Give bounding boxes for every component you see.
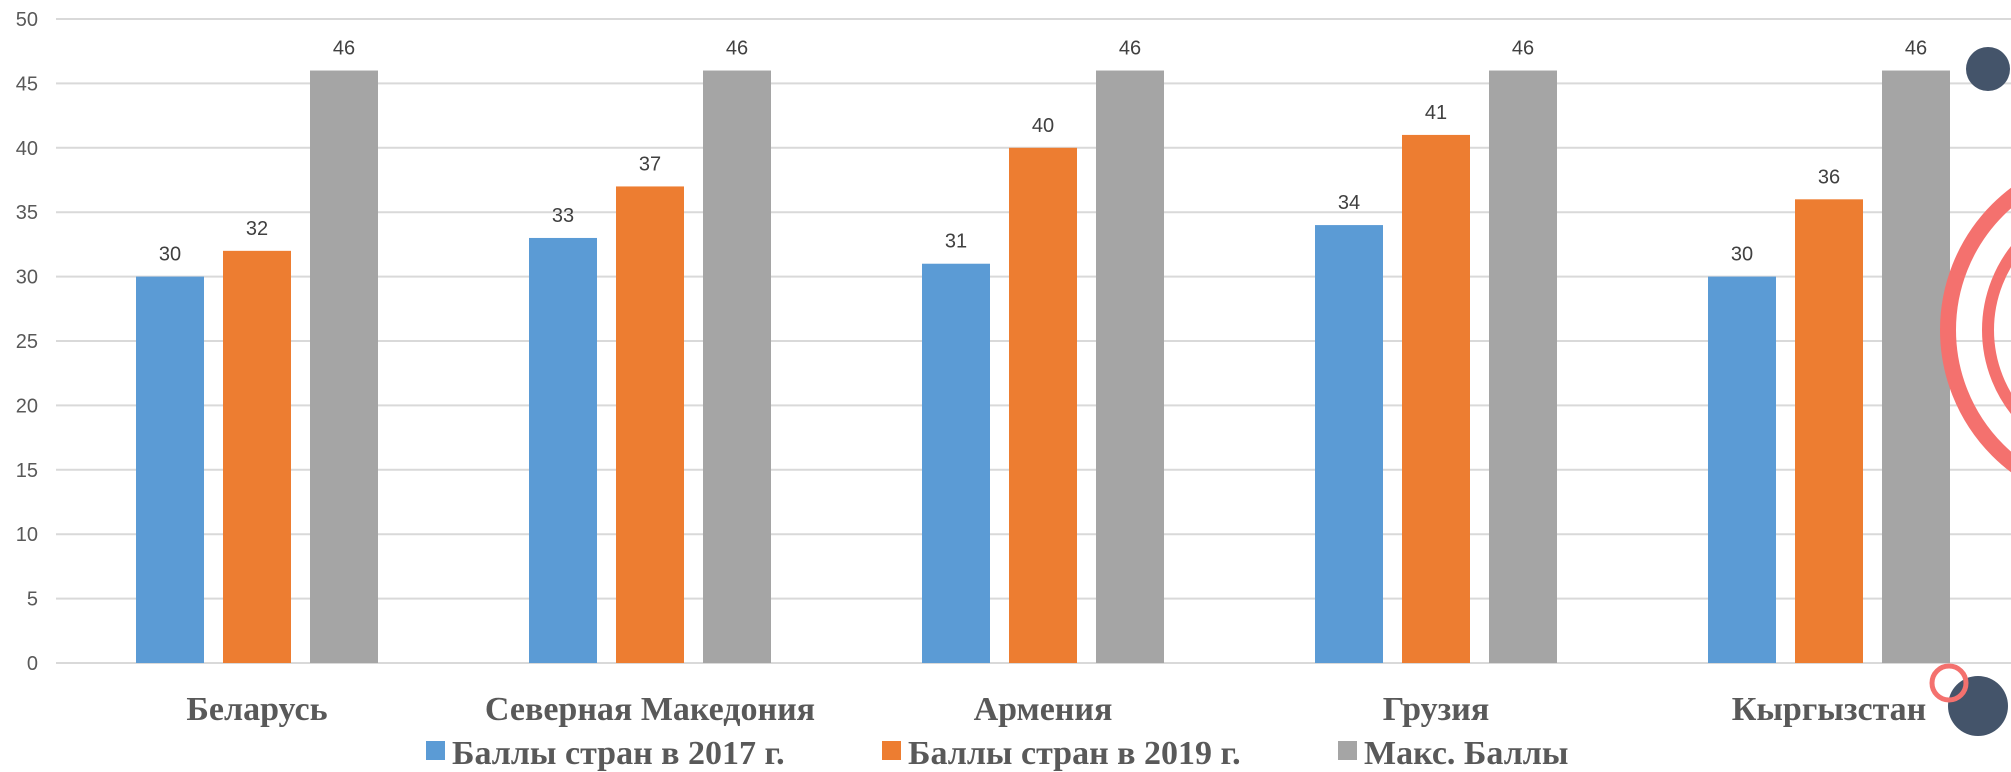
data-label: 32	[246, 218, 268, 240]
data-label: 46	[726, 38, 748, 60]
y-tick-label: 40	[16, 138, 38, 160]
y-axis: 0 5 10 15 20 25 30 35 40 45 50	[16, 9, 38, 675]
y-tick-label: 15	[16, 460, 38, 482]
data-label: 33	[552, 205, 574, 227]
legend-label: Баллы стран в 2019 г.	[908, 735, 1241, 772]
data-label: 30	[1731, 244, 1753, 266]
y-tick-label: 50	[16, 9, 38, 31]
x-axis: Беларусь Северная Македония Армения Грузия К…	[186, 691, 1926, 728]
bar	[1096, 70, 1164, 663]
bar	[922, 263, 990, 663]
bar	[310, 70, 378, 663]
x-category-label: Беларусь	[186, 691, 327, 728]
legend-swatch	[1338, 741, 1357, 760]
bar	[1009, 147, 1077, 664]
legend-swatch	[882, 741, 901, 760]
bar	[1882, 70, 1950, 663]
bar	[1315, 225, 1383, 663]
x-category-label: Грузия	[1383, 691, 1490, 728]
bar	[1795, 199, 1863, 663]
bar	[1489, 70, 1557, 663]
red-ring-small-icon	[1929, 663, 1969, 703]
bar	[616, 186, 684, 663]
data-label: 30	[159, 244, 181, 266]
bar	[703, 70, 771, 663]
legend-swatch	[426, 741, 445, 760]
data-label: 46	[1119, 38, 1141, 60]
dark-dot-top-icon	[1966, 47, 2010, 91]
red-ring-inner-icon	[1982, 246, 2011, 414]
bar	[136, 276, 204, 663]
y-tick-label: 20	[16, 395, 38, 417]
legend: Баллы стран в 2017 г. Баллы стран в 2019 …	[426, 735, 1568, 772]
data-label: 46	[333, 38, 355, 60]
data-label: 46	[1512, 38, 1534, 60]
dark-dot-bottom-icon	[1948, 676, 2008, 736]
bars	[136, 70, 1950, 664]
x-category-label: Северная Македония	[485, 691, 815, 728]
red-ring-large-icon	[1940, 187, 2011, 473]
data-label: 36	[1818, 166, 1840, 188]
legend-label: Баллы стран в 2017 г.	[452, 735, 785, 772]
data-label: 37	[639, 153, 661, 175]
data-label: 40	[1032, 115, 1054, 137]
x-category-label: Армения	[974, 691, 1113, 728]
data-labels: 30 32 46 33 37 46 31 40 46 34 41 46 30 36 46	[159, 38, 1927, 266]
bar	[223, 250, 291, 663]
bar	[1708, 276, 1776, 663]
legend-label: Макс. Баллы	[1364, 735, 1568, 772]
bar	[529, 237, 597, 663]
y-tick-label: 0	[27, 653, 38, 675]
decorative-overlay	[1929, 47, 2011, 736]
x-category-label: Кыргызстан	[1732, 691, 1927, 728]
y-tick-label: 35	[16, 202, 38, 224]
y-tick-label: 45	[16, 73, 38, 95]
y-tick-label: 5	[27, 589, 38, 611]
bar	[1402, 134, 1470, 664]
y-tick-label: 30	[16, 267, 38, 289]
data-label: 34	[1338, 192, 1360, 214]
y-tick-label: 10	[16, 524, 38, 546]
data-label: 46	[1905, 38, 1927, 60]
y-tick-label: 25	[16, 331, 38, 353]
data-label: 41	[1425, 102, 1447, 124]
data-label: 31	[945, 231, 967, 253]
